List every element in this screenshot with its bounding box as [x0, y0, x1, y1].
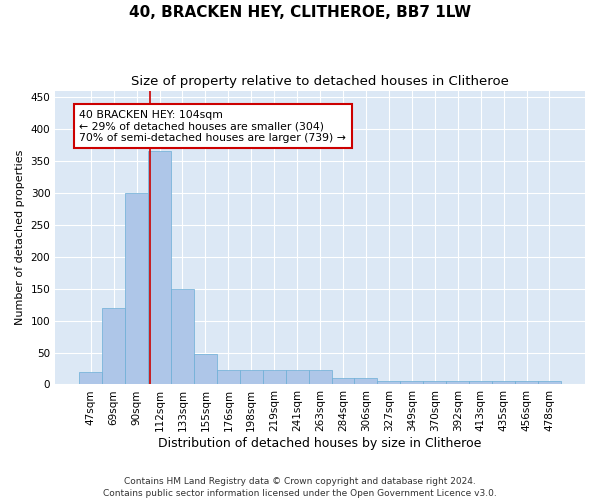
Bar: [263, 370, 286, 384]
Bar: [355, 378, 377, 384]
Bar: [332, 378, 355, 384]
Text: 40, BRACKEN HEY, CLITHEROE, BB7 1LW: 40, BRACKEN HEY, CLITHEROE, BB7 1LW: [129, 5, 471, 20]
Bar: [194, 354, 217, 384]
Y-axis label: Number of detached properties: Number of detached properties: [15, 150, 25, 325]
Text: Contains HM Land Registry data © Crown copyright and database right 2024.
Contai: Contains HM Land Registry data © Crown c…: [103, 476, 497, 498]
Bar: [125, 193, 148, 384]
Title: Size of property relative to detached houses in Clitheroe: Size of property relative to detached ho…: [131, 75, 509, 88]
Bar: [148, 152, 171, 384]
Bar: [308, 370, 332, 384]
Bar: [515, 382, 538, 384]
Bar: [377, 382, 400, 384]
Text: 40 BRACKEN HEY: 104sqm
← 29% of detached houses are smaller (304)
70% of semi-de: 40 BRACKEN HEY: 104sqm ← 29% of detached…: [79, 110, 346, 143]
Bar: [240, 370, 263, 384]
Bar: [102, 308, 125, 384]
Bar: [446, 382, 469, 384]
X-axis label: Distribution of detached houses by size in Clitheroe: Distribution of detached houses by size …: [158, 437, 482, 450]
Bar: [217, 370, 240, 384]
Bar: [79, 372, 102, 384]
Bar: [469, 382, 492, 384]
Bar: [171, 288, 194, 384]
Bar: [423, 382, 446, 384]
Bar: [492, 382, 515, 384]
Bar: [286, 370, 308, 384]
Bar: [538, 382, 561, 384]
Bar: [400, 382, 423, 384]
